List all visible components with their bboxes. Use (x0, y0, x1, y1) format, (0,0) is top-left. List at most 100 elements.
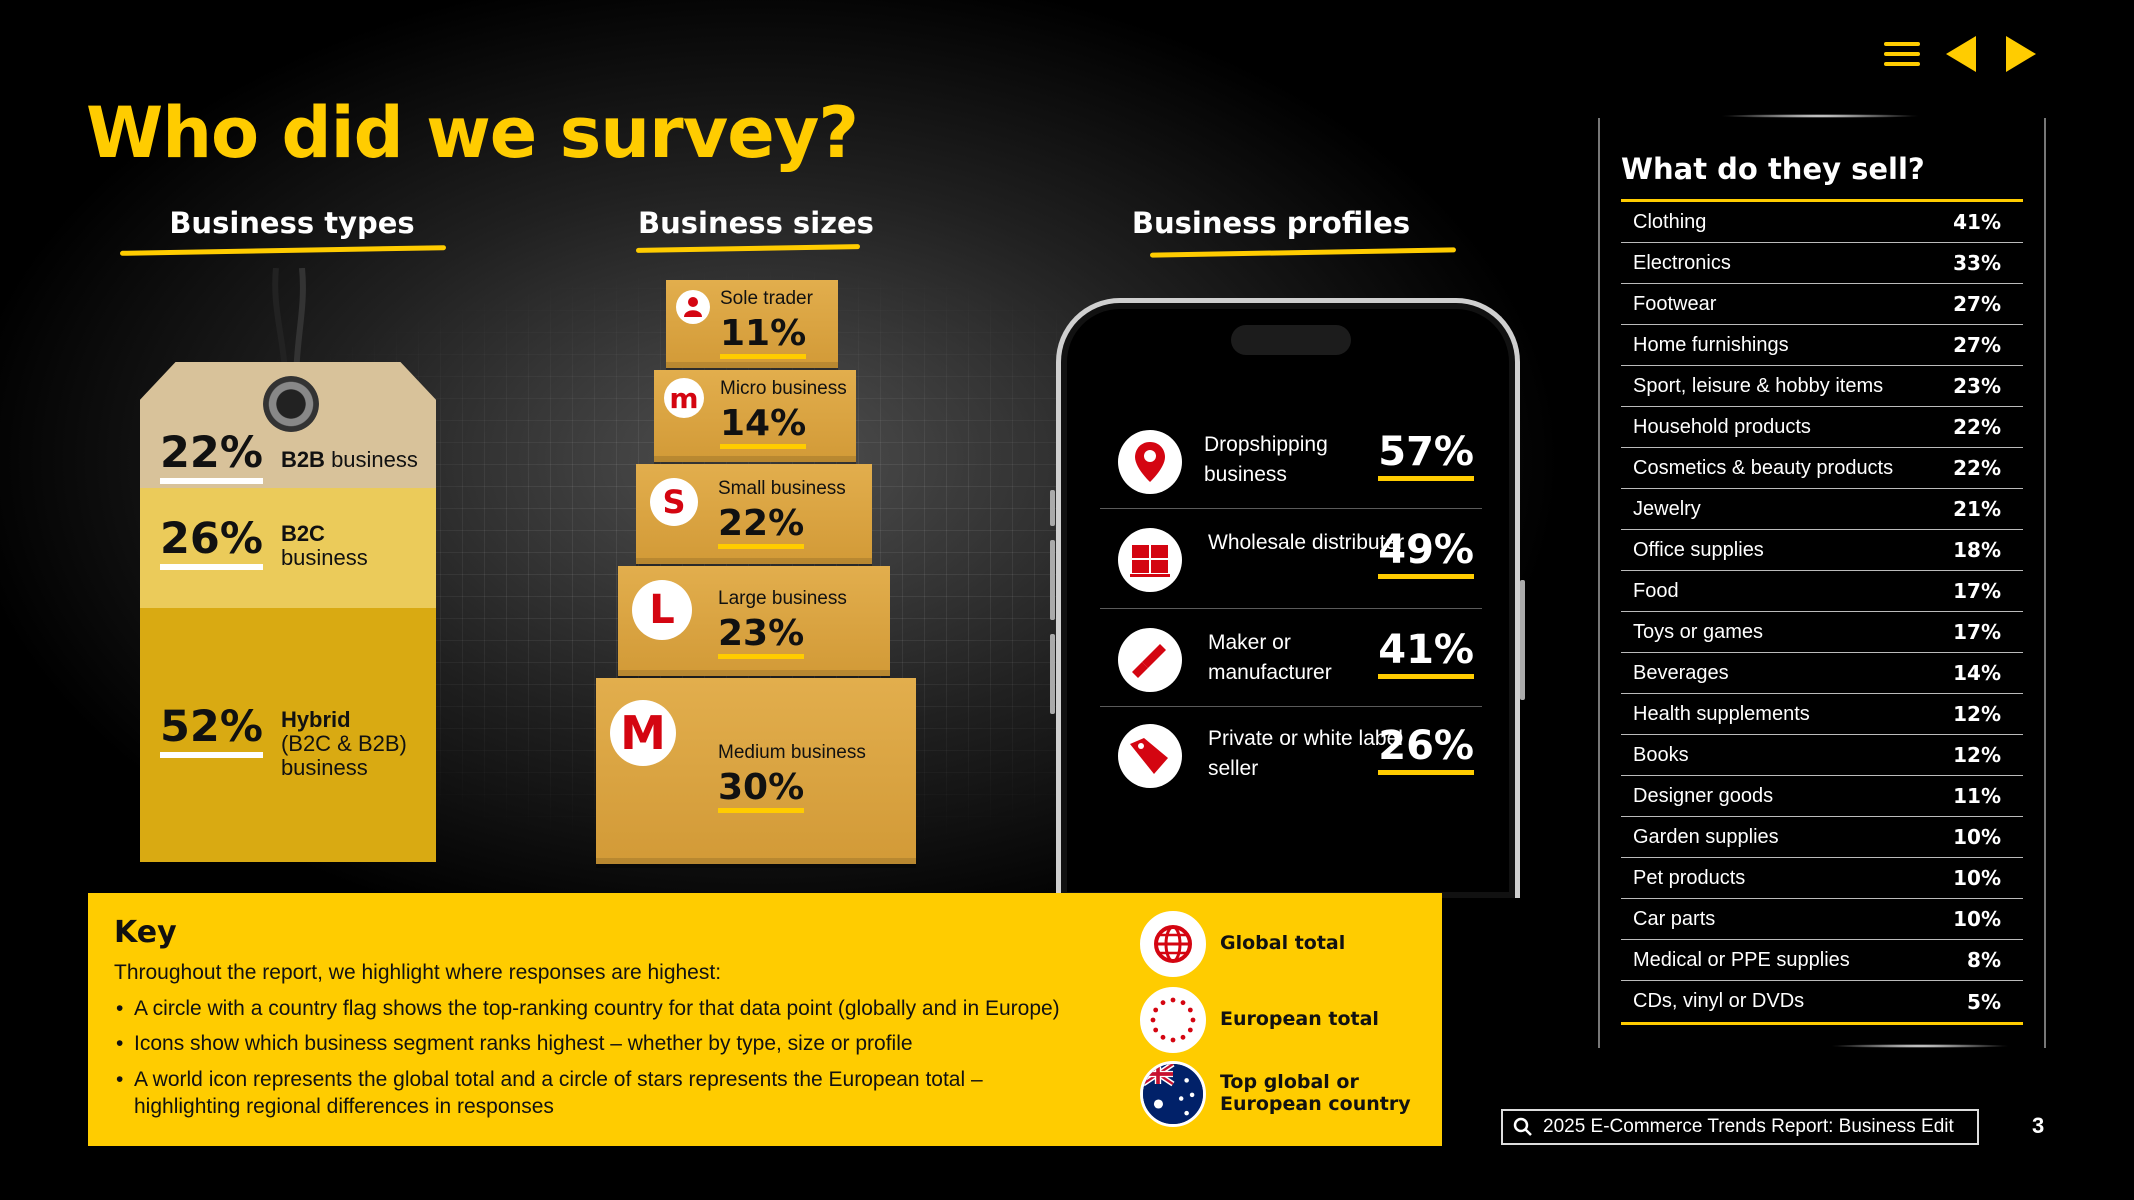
table-row: Clothing 41% (1621, 202, 2023, 243)
eu-stars-icon (1140, 987, 1206, 1053)
box-micro-business: m Micro business 14% (654, 370, 856, 462)
profile-wholesale: Wholesale distributer 49% (1098, 514, 1486, 604)
table-row: Household products 22% (1621, 407, 2023, 448)
list-item: Icons show which business segment ranks … (114, 1030, 1114, 1058)
key-intro: Throughout the report, we highlight wher… (114, 961, 722, 984)
table-row: Office supplies 18% (1621, 530, 2023, 571)
sell-category: Sport, leisure & hobby items (1633, 374, 1884, 397)
box-sole-trader: Sole trader 11% (666, 280, 838, 368)
sell-percentage: 11% (1953, 784, 2001, 808)
sell-percentage: 12% (1953, 743, 2001, 767)
profile-dropshipping: Dropshipping business 57% (1098, 416, 1486, 506)
business-sizes-heading: Business sizes (638, 206, 874, 240)
business-type-b2b: 22% B2B business (160, 432, 418, 484)
sell-table: Clothing 41% Electronics 33% Footwear 27% Home… (1621, 199, 2023, 1025)
business-types-tag: 22% B2B business 26% B2C business 52% Hyb… (140, 362, 436, 862)
business-profiles-heading: Business profiles (1131, 206, 1411, 240)
table-row: CDs, vinyl or DVDs 5% (1621, 981, 2023, 1022)
table-row: Health supplements 12% (1621, 694, 2023, 735)
list-item: A world icon represents the global total… (114, 1066, 1014, 1121)
table-row: Jewelry 21% (1621, 489, 2023, 530)
sell-category: Office supplies (1633, 538, 1764, 561)
sell-percentage: 17% (1953, 620, 2001, 644)
legend-global: Global total (1140, 911, 1345, 977)
key-bullets: A circle with a country flag shows the t… (114, 995, 1114, 1128)
table-row: Sport, leisure & hobby items 23% (1621, 366, 2023, 407)
sell-category: Books (1633, 743, 1689, 766)
sell-category: Beverages (1633, 661, 1729, 684)
sell-percentage: 18% (1953, 538, 2001, 562)
sell-category: Jewelry (1633, 497, 1701, 520)
sell-category: Electronics (1633, 251, 1731, 274)
table-row: Toys or games 17% (1621, 612, 2023, 653)
next-arrow-icon[interactable] (2006, 36, 2036, 72)
sell-percentage: 10% (1953, 907, 2001, 931)
box-large-business: L Large business 23% (618, 566, 890, 676)
sell-percentage: 12% (1953, 702, 2001, 726)
table-row: Beverages 14% (1621, 653, 2023, 694)
sell-category: Cosmetics & beauty products (1633, 456, 1894, 479)
key-panel: Key Throughout the report, we highlight … (88, 893, 1442, 1146)
small-badge-icon: S (650, 478, 698, 526)
table-row: Car parts 10% (1621, 899, 2023, 940)
menu-icon[interactable] (1884, 42, 1920, 68)
profile-maker: Maker or manufacturer 41% (1098, 614, 1486, 704)
sell-percentage: 22% (1953, 456, 2001, 480)
table-row: Medical or PPE supplies 8% (1621, 940, 2023, 981)
page-number: 3 (2032, 1113, 2045, 1138)
globe-icon (1140, 911, 1206, 977)
table-row: Food 17% (1621, 571, 2023, 612)
sell-category: Toys or games (1633, 620, 1764, 643)
business-type-b2c: 26% B2C business (160, 514, 368, 571)
previous-arrow-icon[interactable] (1946, 36, 1976, 72)
sell-percentage: 8% (1967, 948, 2001, 972)
sell-category: Health supplements (1633, 702, 1810, 725)
person-icon (676, 290, 710, 324)
sell-category: Designer goods (1633, 784, 1774, 807)
table-row: Books 12% (1621, 735, 2023, 776)
top-nav (1884, 34, 2134, 74)
sell-category: Household products (1633, 415, 1811, 438)
sell-percentage: 10% (1953, 825, 2001, 849)
sell-category: Car parts (1633, 907, 1716, 930)
search-bar[interactable]: 2025 E-Commerce Trends Report: Business … (1501, 1109, 1979, 1145)
box-small-business: S Small business 22% (636, 464, 872, 564)
table-row: Cosmetics & beauty products 22% (1621, 448, 2023, 489)
sell-percentage: 23% (1953, 374, 2001, 398)
phone-frame (1056, 298, 1520, 898)
sell-category: CDs, vinyl or DVDs (1633, 990, 1805, 1012)
sell-category: Food (1633, 579, 1679, 602)
profile-private-label: Private or white label seller 26% (1098, 710, 1486, 800)
micro-badge-icon: m (664, 378, 704, 418)
list-item: A circle with a country flag shows the t… (114, 995, 1114, 1023)
table-row: Designer goods 11% (1621, 776, 2023, 817)
business-type-hybrid: 52% Hybrid (B2C & B2B) business (160, 702, 407, 781)
sell-category: Medical or PPE supplies (1633, 948, 1850, 971)
table-row: Home furnishings 27% (1621, 325, 2023, 366)
sell-percentage: 33% (1953, 251, 2001, 275)
large-badge-icon: L (632, 580, 692, 640)
sell-panel (1598, 118, 2046, 1048)
tag-eyelet (263, 376, 319, 432)
price-tag-icon (1118, 724, 1182, 788)
location-pin-icon (1118, 430, 1182, 494)
sell-percentage: 41% (1953, 210, 2001, 234)
sell-category: Garden supplies (1633, 825, 1779, 848)
tool-icon (1118, 628, 1182, 692)
page-title: Who did we survey? (86, 92, 859, 174)
australia-flag-icon (1140, 1061, 1206, 1127)
sell-percentage: 14% (1953, 661, 2001, 685)
table-row: Pet products 10% (1621, 858, 2023, 899)
sell-category: Footwear (1633, 292, 1717, 315)
table-row: Electronics 33% (1621, 243, 2023, 284)
business-types-heading: Business types (169, 206, 415, 240)
phone-notch (1231, 325, 1351, 355)
box-medium-business: M Medium business 30% (596, 678, 916, 864)
sell-percentage: 21% (1953, 497, 2001, 521)
legend-european: European total (1140, 987, 1379, 1053)
medium-badge-icon: M (610, 700, 676, 766)
boxes-icon (1118, 528, 1182, 592)
sell-title: What do they sell? (1621, 152, 1925, 186)
key-title: Key (114, 915, 177, 950)
